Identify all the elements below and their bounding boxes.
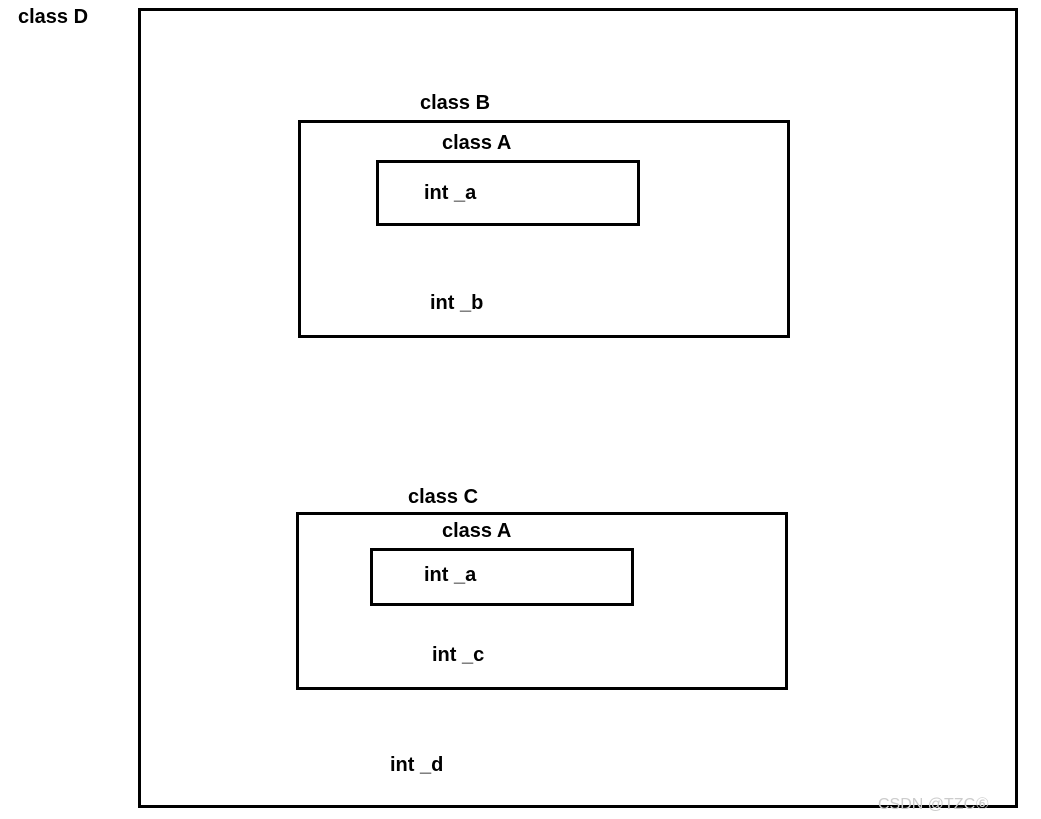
member-d: int _d: [390, 754, 443, 777]
member-b: int _b: [430, 292, 483, 315]
member-c: int _c: [432, 644, 484, 667]
class-a-in-b-label: class A: [442, 132, 511, 155]
class-a-in-b-box: [376, 160, 640, 226]
class-d-label: class D: [18, 6, 88, 29]
member-a-in-c: int _a: [424, 564, 476, 587]
class-c-label: class C: [408, 486, 478, 509]
class-b-box: [298, 120, 790, 338]
class-b-label: class B: [420, 92, 490, 115]
watermark-text: CSDN @TZC⑥: [878, 794, 989, 814]
member-a-in-b: int _a: [424, 182, 476, 205]
class-a-in-c-box: [370, 548, 634, 606]
class-a-in-c-label: class A: [442, 520, 511, 543]
